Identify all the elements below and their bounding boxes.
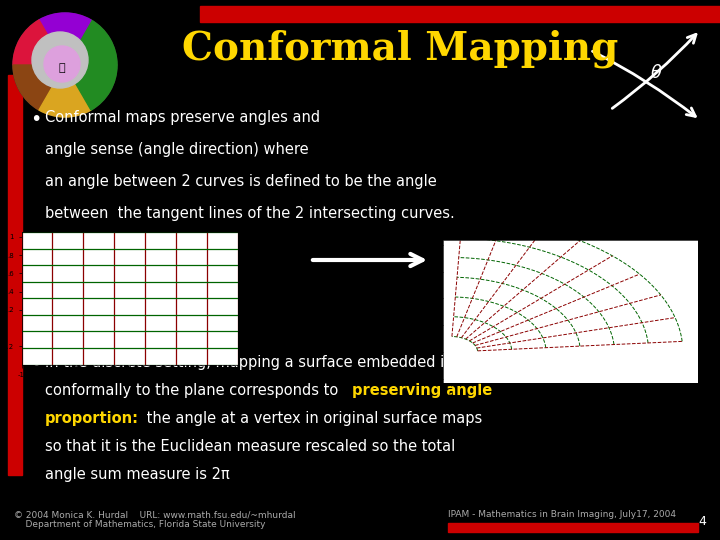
Text: Conformal maps preserve angles and: Conformal maps preserve angles and [45,110,320,125]
Wedge shape [39,13,91,65]
Wedge shape [13,65,65,110]
Text: between  the tangent lines of the 2 intersecting curves.: between the tangent lines of the 2 inter… [45,206,455,221]
Text: conformally to the plane corresponds to: conformally to the plane corresponds to [45,383,343,398]
Text: Department of Mathematics, Florida State University: Department of Mathematics, Florida State… [14,520,266,529]
Text: proportion:: proportion: [45,411,139,426]
Bar [200,6,720,22]
Circle shape [13,13,117,117]
Bar [8,75,22,475]
Text: angle sense (angle direction) where: angle sense (angle direction) where [45,142,309,157]
Wedge shape [39,65,91,117]
Text: so that it is the Euclidean measure rescaled so the total: so that it is the Euclidean measure resc… [45,439,455,454]
Bar [448,523,698,532]
Text: •: • [30,355,41,374]
Text: $R^3$: $R^3$ [540,355,559,374]
Text: an angle between 2 curves is defined to be the angle: an angle between 2 curves is defined to … [45,174,437,189]
Text: © 2004 Monica K. Hurdal    URL: www.math.fsu.edu/~mhurdal: © 2004 Monica K. Hurdal URL: www.math.fs… [14,510,296,519]
Text: angle sum measure is 2π: angle sum measure is 2π [45,467,230,482]
Text: Conformal Mapping: Conformal Mapping [182,30,618,69]
Circle shape [32,32,88,88]
Circle shape [44,46,80,82]
Text: the angle at a vertex in original surface maps: the angle at a vertex in original surfac… [142,411,482,426]
Text: 4: 4 [698,515,706,528]
Text: •: • [30,110,41,129]
Text: In the discrete setting, mapping a surface embedded in: In the discrete setting, mapping a surfa… [45,355,458,370]
Wedge shape [65,65,117,110]
Wedge shape [13,20,65,65]
Wedge shape [65,20,117,65]
Text: 👤: 👤 [59,63,66,73]
Text: IPAM - Mathematics in Brain Imaging, July17, 2004: IPAM - Mathematics in Brain Imaging, Jul… [448,510,676,519]
Text: $\theta$: $\theta$ [649,64,662,82]
Text: preserving angle: preserving angle [352,383,492,398]
